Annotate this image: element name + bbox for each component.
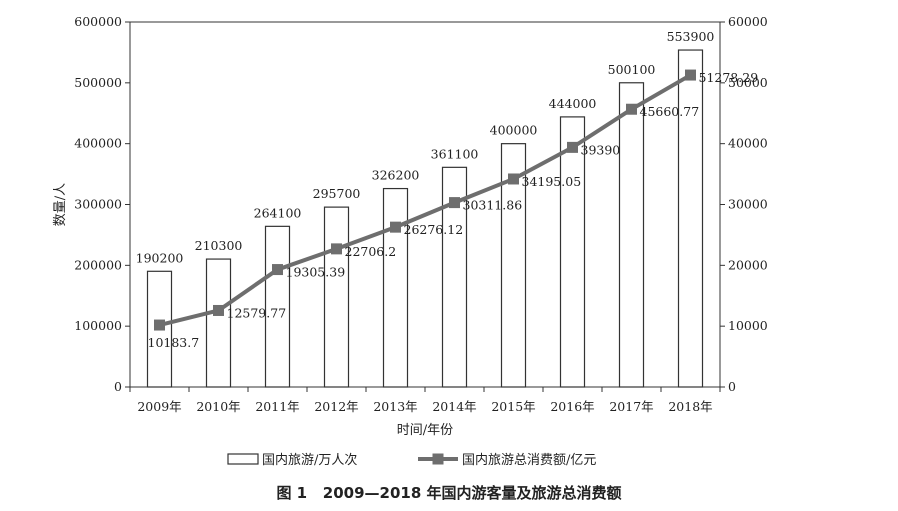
line-point-marker — [154, 319, 165, 331]
line-point-marker — [567, 141, 578, 153]
right-axis-tick-label: 30000 — [728, 197, 768, 212]
line-data-label: 26276.12 — [404, 222, 464, 237]
line-data-label: 19305.39 — [286, 265, 346, 280]
line-point-marker — [272, 264, 283, 276]
line-data-label: 30311.86 — [463, 198, 523, 213]
left-axis-tick-label: 0 — [114, 379, 122, 394]
right-axis-tick-label: 20000 — [728, 257, 768, 272]
figure-title: 2009—2018 年国内游客量及旅游总消费额 — [322, 484, 622, 502]
right-axis-tick-label: 10000 — [728, 318, 768, 333]
y-axis-title: 数量/人 — [53, 183, 68, 226]
legend-bar-label: 国内旅游/万人次 — [262, 452, 357, 468]
x-axis-tick-label: 2010年 — [196, 399, 240, 414]
left-axis-tick-label: 500000 — [74, 75, 122, 90]
left-axis-tick-label: 400000 — [74, 136, 122, 151]
bar — [559, 116, 586, 388]
x-axis-tick-label: 2011年 — [255, 399, 299, 414]
right-axis-tick-label: 0 — [728, 379, 736, 394]
bar-data-label: 210300 — [195, 238, 243, 253]
bar-data-label: 295700 — [313, 186, 361, 201]
x-axis-tick-label: 2018年 — [668, 399, 712, 414]
figure-caption: 图 1 2009—2018 年国内游客量及旅游总消费额 — [0, 482, 898, 503]
line-point-marker — [626, 103, 637, 115]
right-axis-tick-label: 40000 — [728, 136, 768, 151]
figure-number: 图 1 — [276, 484, 308, 502]
line-series-path — [159, 73, 692, 327]
bar-data-label: 553900 — [667, 29, 715, 44]
left-axis-tick-label: 300000 — [74, 197, 122, 212]
line-point-marker — [213, 304, 224, 316]
bar-data-label: 500100 — [608, 62, 656, 77]
line-point-marker — [508, 173, 519, 185]
bar — [205, 258, 232, 388]
x-axis-tick-label: 2014年 — [432, 399, 476, 414]
left-axis-tick-label: 200000 — [74, 257, 122, 272]
right-axis-tick-label: 60000 — [728, 14, 768, 29]
line-data-label: 34195.05 — [522, 174, 582, 189]
legend-line-label: 国内旅游总消费额/亿元 — [462, 452, 596, 468]
bar-data-label: 400000 — [490, 123, 538, 138]
bar-data-label: 326200 — [372, 168, 420, 183]
line-point-marker — [390, 221, 401, 233]
line-point-marker — [331, 243, 342, 255]
x-axis-tick-label: 2016年 — [550, 399, 594, 414]
bar-data-label: 264100 — [254, 205, 302, 220]
legend-bar-swatch — [227, 453, 259, 465]
right-axis-tick-label: 50000 — [728, 75, 768, 90]
line-point-marker — [685, 69, 696, 81]
left-axis-tick-label: 600000 — [74, 14, 122, 29]
line-data-label: 12579.77 — [227, 305, 287, 320]
legend-line-marker — [432, 453, 444, 465]
x-axis-tick-label: 2017年 — [609, 399, 653, 414]
bar-data-label: 190200 — [136, 250, 184, 265]
line-data-label: 45660.77 — [640, 104, 700, 119]
bar-data-label: 444000 — [549, 96, 597, 111]
x-axis-tick-label: 2015年 — [491, 399, 535, 414]
line-point-marker — [449, 197, 460, 209]
line-data-label: 10183.7 — [148, 335, 200, 350]
bar — [618, 82, 645, 388]
x-axis-tick-label: 2012年 — [314, 399, 358, 414]
line-data-label: 51278.29 — [699, 70, 759, 85]
line-data-label: 22706.2 — [345, 244, 397, 259]
bar — [323, 206, 350, 388]
x-axis-tick-label: 2009年 — [137, 399, 181, 414]
left-axis-tick-label: 100000 — [74, 318, 122, 333]
bar-data-label: 361100 — [431, 146, 479, 161]
bar — [677, 49, 704, 388]
line-data-label: 39390 — [581, 142, 621, 157]
x-axis-title: 时间/年份 — [397, 423, 453, 438]
bar — [264, 225, 291, 388]
bar — [382, 187, 409, 388]
x-axis-tick-label: 2013年 — [373, 399, 417, 414]
